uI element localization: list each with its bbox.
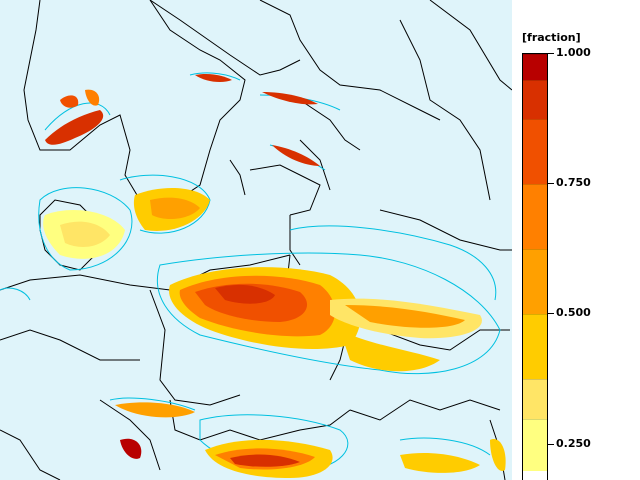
colorbar-separator <box>523 418 547 420</box>
map-canvas <box>0 0 512 480</box>
colorbar-bin-5 <box>523 119 547 185</box>
colorbar-tick <box>548 313 554 315</box>
colorbar-tick <box>548 183 554 185</box>
colorbar-bin-6 <box>523 80 547 120</box>
colorbar-tick-label: 0.500 <box>556 306 591 320</box>
colorbar-separator <box>523 379 547 381</box>
colorbar-tick-label: 0.250 <box>556 436 591 450</box>
legend-panel: [fraction] 1.000 0.750 0.500 0.250 <box>512 0 640 480</box>
colorbar-bin-3 <box>523 249 547 315</box>
colorbar-bin-0 <box>523 418 547 471</box>
colorbar-separator <box>523 54 547 55</box>
colorbar-tick <box>548 443 554 445</box>
colorbar-separator <box>523 80 547 82</box>
colorbar-bin-1 <box>523 379 547 419</box>
colorbar-separator <box>523 249 547 251</box>
colorbar-tick-label: 1.000 <box>556 46 591 59</box>
colorbar-separator <box>523 314 547 316</box>
colorbar <box>522 53 548 480</box>
colorbar-bin-7 <box>523 54 547 81</box>
colorbar-tick-label: 0.750 <box>556 176 591 190</box>
colorbar-separator <box>523 184 547 186</box>
colorbar-bin-2 <box>523 314 547 380</box>
legend-unit-label: [fraction] <box>522 31 581 44</box>
colorbar-separator <box>523 119 547 121</box>
colorbar-bin-4 <box>523 184 547 250</box>
colorbar-tick <box>548 53 554 54</box>
fraction-fill <box>43 73 506 478</box>
